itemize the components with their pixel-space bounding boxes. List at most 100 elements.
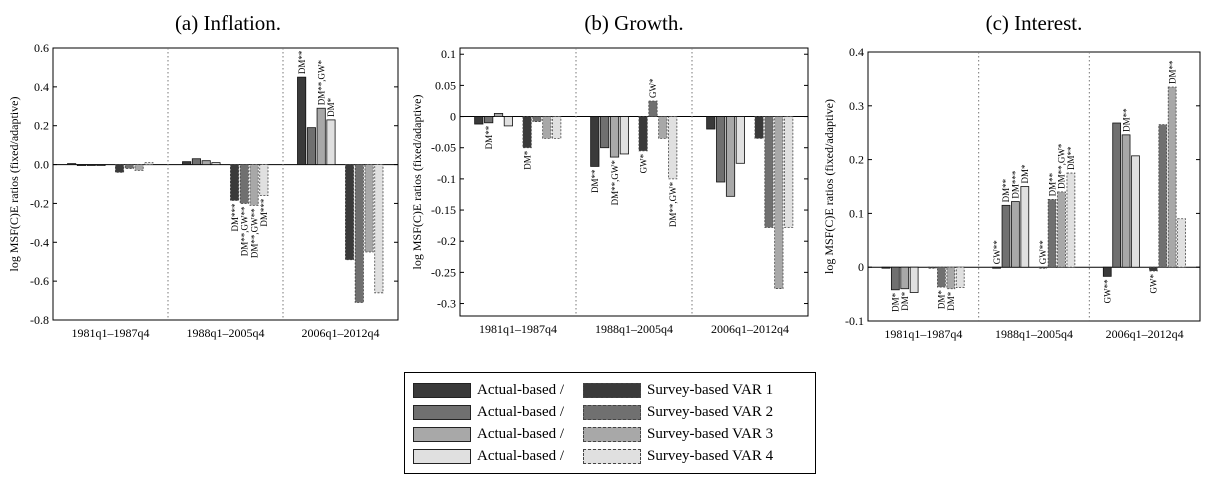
survey-bar xyxy=(774,116,784,289)
survey-bar xyxy=(648,100,658,117)
significance-label: DM* xyxy=(522,150,532,170)
x-tick-label: 1988q1–2005q4 xyxy=(595,322,673,336)
survey-bar xyxy=(946,266,956,290)
survey-bar xyxy=(134,164,144,171)
significance-label: DM** xyxy=(1066,146,1076,170)
legend-entry-survey-1: Survey-based VAR 1 xyxy=(583,381,773,399)
survey-bar xyxy=(124,164,134,169)
y-axis-label: log MSF(C)E ratios (fixed/adaptive) xyxy=(410,95,424,270)
actual-bar xyxy=(619,116,629,155)
significance-label: DM** xyxy=(1167,60,1177,84)
significance-label: DM* xyxy=(937,290,947,310)
significance-label: DM** xyxy=(484,125,494,149)
actual-bar xyxy=(992,266,1001,269)
chart-title: (a) Inflation. xyxy=(175,11,281,35)
actual-bar xyxy=(590,116,600,167)
legend-entry-3: Actual-based / xyxy=(413,425,564,443)
actual-bar xyxy=(306,127,316,165)
significance-label: DM** xyxy=(1001,178,1011,202)
y-tick-label: -0.2 xyxy=(437,234,456,248)
y-tick-label: -0.4 xyxy=(30,235,49,249)
significance-label: GW* xyxy=(638,153,648,173)
actual-bar xyxy=(474,116,484,125)
significance-label: GW* xyxy=(1149,273,1159,293)
legend-swatch-survey-3 xyxy=(583,426,641,442)
y-tick-label: -0.3 xyxy=(437,297,456,311)
y-tick-label: -0.6 xyxy=(30,274,49,288)
y-tick-label: 0 xyxy=(858,260,864,274)
legend-actual-label: Actual-based / xyxy=(477,381,565,398)
y-tick-label: 0.3 xyxy=(849,99,864,113)
significance-label: DM**,GW* xyxy=(1057,143,1067,189)
survey-bar xyxy=(249,164,259,206)
survey-bar xyxy=(1167,86,1177,268)
y-axis-label: log MSF(C)E ratios (fixed/adaptive) xyxy=(7,97,21,272)
legend-survey-label: Survey-based VAR 3 xyxy=(647,425,774,442)
legend-entry-4: Actual-based / xyxy=(413,447,564,465)
legend-entry-2: Actual-based / xyxy=(413,403,564,421)
survey-bar xyxy=(344,164,355,261)
legend-actual-label: Actual-based / xyxy=(477,447,565,464)
actual-bar xyxy=(706,116,716,130)
survey-bar xyxy=(114,164,125,173)
x-tick-label: 2006q1–2012q4 xyxy=(302,326,380,340)
legend-actual-label: Actual-based / xyxy=(477,425,565,442)
significance-label: DM* xyxy=(900,291,910,311)
significance-label: DM* xyxy=(326,97,336,117)
actual-bar xyxy=(493,113,504,117)
significance-label: GW** xyxy=(992,240,1002,264)
significance-label: GW** xyxy=(1038,240,1048,264)
legend-entry-survey-2: Survey-based VAR 2 xyxy=(583,403,773,421)
actual-bar xyxy=(316,107,326,165)
actual-bar xyxy=(76,164,86,166)
actual-bar xyxy=(96,164,106,166)
actual-bar xyxy=(881,266,891,269)
actual-bar xyxy=(1112,122,1122,268)
actual-bar xyxy=(1102,266,1112,277)
x-tick-label: 1988q1–2005q4 xyxy=(187,326,265,340)
plot-frame xyxy=(459,47,809,317)
actual-bar xyxy=(201,160,211,165)
actual-bar xyxy=(86,164,96,166)
chart-title: (c) Interest. xyxy=(986,11,1083,35)
actual-bar xyxy=(609,116,620,158)
legend-actual-label: Actual-based / xyxy=(477,403,565,420)
survey-bar xyxy=(1038,266,1048,269)
legend-swatch-actual-2 xyxy=(413,404,471,420)
significance-label: DM* xyxy=(1020,164,1030,184)
significance-label: DM*** xyxy=(259,198,269,227)
actual-bar xyxy=(503,116,513,127)
y-tick-label: -0.8 xyxy=(30,313,49,327)
actual-bar xyxy=(1121,134,1131,268)
significance-label: DM** xyxy=(1121,108,1131,132)
survey-bar xyxy=(784,116,794,228)
chart-panel-1: (a) Inflation. log MSF(C)E ratios (fixed/… xyxy=(7,11,399,340)
actual-bar xyxy=(297,76,307,165)
significance-label: GW** xyxy=(1103,279,1113,303)
survey-bar xyxy=(374,164,384,294)
y-tick-label: 0.0 xyxy=(34,158,49,172)
actual-bar xyxy=(1011,201,1020,268)
legend-swatch-actual-3 xyxy=(413,426,471,442)
actual-bar xyxy=(326,119,336,165)
survey-bar xyxy=(1066,172,1076,268)
legend-survey-label: Survey-based VAR 1 xyxy=(647,381,774,398)
legend-swatch-actual-4 xyxy=(413,448,471,464)
significance-label: GW* xyxy=(648,78,658,98)
chart-title: (b) Growth. xyxy=(584,11,683,35)
x-tick-label: 1981q1–1987q4 xyxy=(479,322,557,336)
actual-bar xyxy=(716,116,726,183)
chart-panel-2: (b) Growth. log MSF(C)E ratios (fixed/ada… xyxy=(410,11,809,336)
survey-bar xyxy=(1047,199,1057,268)
actual-bar xyxy=(600,116,610,149)
legend-swatch-actual-1 xyxy=(413,382,471,398)
survey-bar xyxy=(229,164,240,201)
significance-label: DM*** xyxy=(1011,170,1021,199)
survey-bar xyxy=(638,116,648,152)
significance-label: DM**,GW** xyxy=(240,206,250,256)
chart-panel-3: (c) Interest. log MSF(C)E ratios (fixed/a… xyxy=(822,11,1201,341)
actual-bar xyxy=(182,161,192,165)
y-tick-label: 0.1 xyxy=(441,47,456,61)
significance-label: DM** xyxy=(590,169,600,193)
